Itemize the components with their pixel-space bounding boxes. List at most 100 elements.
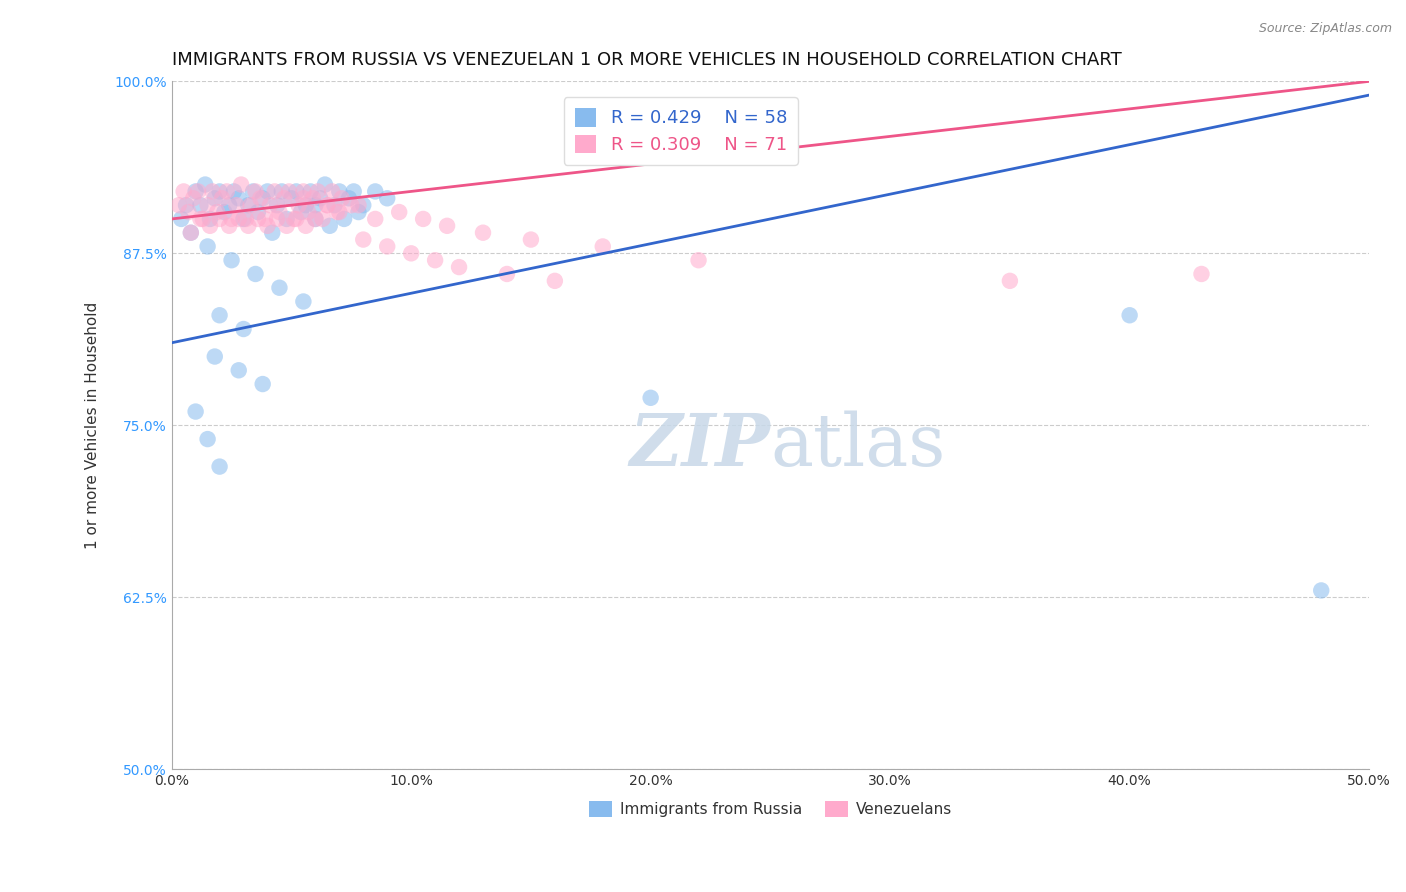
Point: [285, 211, 308, 226]
Point: [998, 274, 1021, 288]
Point: [252, 191, 274, 205]
Point: [302, 191, 325, 205]
Point: [221, 253, 243, 268]
Point: [262, 226, 284, 240]
Point: [232, 322, 254, 336]
Point: [299, 185, 322, 199]
Point: [352, 233, 374, 247]
Point: [246, 211, 269, 226]
Point: [252, 377, 274, 392]
Point: [273, 191, 295, 205]
Text: Source: ZipAtlas.com: Source: ZipAtlas.com: [1258, 22, 1392, 36]
Point: [294, 198, 316, 212]
Point: [309, 191, 332, 205]
Point: [340, 198, 363, 212]
Point: [194, 178, 217, 192]
Point: [256, 185, 278, 199]
Point: [276, 211, 298, 226]
Point: [215, 185, 238, 199]
Point: [170, 211, 193, 226]
Point: [198, 211, 221, 226]
Text: ZIP: ZIP: [630, 410, 770, 482]
Point: [184, 404, 207, 418]
Point: [280, 191, 302, 205]
Text: IMMIGRANTS FROM RUSSIA VS VENEZUELAN 1 OR MORE VEHICLES IN HOUSEHOLD CORRELATION: IMMIGRANTS FROM RUSSIA VS VENEZUELAN 1 O…: [172, 51, 1122, 69]
Point: [208, 459, 231, 474]
Point: [640, 391, 662, 405]
Point: [184, 185, 207, 199]
Point: [449, 260, 471, 274]
Point: [304, 211, 326, 226]
Point: [242, 185, 264, 199]
Point: [266, 198, 288, 212]
Point: [292, 185, 315, 199]
Point: [278, 185, 301, 199]
Point: [375, 239, 398, 253]
Point: [292, 191, 315, 205]
Point: [228, 211, 250, 226]
Point: [181, 191, 204, 205]
Point: [205, 205, 228, 219]
Point: [347, 205, 370, 219]
Point: [263, 185, 285, 199]
Point: [228, 363, 250, 377]
Point: [167, 198, 190, 212]
Point: [352, 198, 374, 212]
Point: [174, 198, 197, 212]
Point: [214, 205, 236, 219]
Point: [304, 198, 326, 212]
Point: [326, 205, 349, 219]
Point: [204, 191, 226, 205]
Point: [330, 191, 353, 205]
Point: [238, 198, 260, 212]
Point: [239, 198, 262, 212]
Legend: Immigrants from Russia, Venezuelans: Immigrants from Russia, Venezuelans: [583, 796, 957, 823]
Point: [269, 281, 291, 295]
Point: [276, 219, 298, 233]
Point: [423, 253, 446, 268]
Point: [221, 211, 243, 226]
Point: [321, 185, 343, 199]
Point: [201, 185, 224, 199]
Point: [287, 198, 309, 212]
Point: [592, 239, 614, 253]
Point: [307, 185, 329, 199]
Point: [328, 185, 350, 199]
Point: [269, 205, 291, 219]
Point: [270, 185, 292, 199]
Point: [496, 267, 519, 281]
Point: [304, 211, 326, 226]
Point: [323, 198, 346, 212]
Point: [1118, 308, 1140, 322]
Point: [266, 211, 288, 226]
Point: [197, 432, 219, 446]
Point: [198, 219, 221, 233]
Point: [364, 185, 387, 199]
Point: [343, 185, 366, 199]
Point: [211, 191, 233, 205]
Point: [238, 219, 260, 233]
Point: [245, 185, 267, 199]
Point: [197, 198, 219, 212]
Point: [173, 185, 195, 199]
Y-axis label: 1 or more Vehicles in Household: 1 or more Vehicles in Household: [86, 301, 100, 549]
Point: [285, 185, 308, 199]
Point: [328, 205, 350, 219]
Point: [399, 246, 422, 260]
Point: [218, 219, 240, 233]
Point: [347, 198, 370, 212]
Point: [319, 219, 342, 233]
Point: [245, 267, 267, 281]
Point: [254, 211, 277, 226]
Point: [1191, 267, 1213, 281]
Point: [297, 205, 319, 219]
Point: [311, 211, 333, 226]
Point: [256, 219, 278, 233]
Point: [520, 233, 543, 247]
Point: [388, 205, 411, 219]
Point: [191, 211, 214, 226]
Point: [316, 198, 339, 212]
Point: [222, 185, 245, 199]
Point: [337, 191, 360, 205]
Point: [208, 308, 231, 322]
